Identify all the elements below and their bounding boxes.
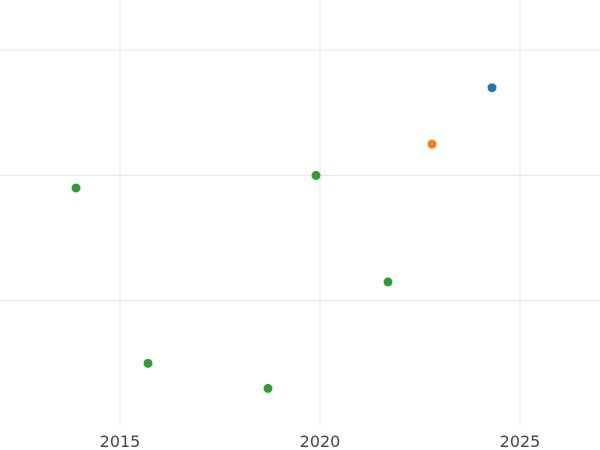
- x-tick-label-1: 2020: [300, 432, 341, 450]
- x-tick-label-0: 2015: [100, 432, 141, 450]
- data-point-0: [487, 83, 497, 93]
- x-tick-label-2: 2025: [500, 432, 541, 450]
- data-point-6: [383, 277, 393, 287]
- x-axis-tick-labels: 2015 2020 2025: [100, 432, 541, 450]
- grid-lines: [0, 0, 600, 426]
- data-point-5: [311, 170, 321, 180]
- data-point-4: [263, 383, 273, 393]
- data-points: [71, 83, 497, 393]
- data-point-3: [143, 358, 153, 368]
- data-point-1: [427, 139, 437, 149]
- data-point-2: [71, 183, 81, 193]
